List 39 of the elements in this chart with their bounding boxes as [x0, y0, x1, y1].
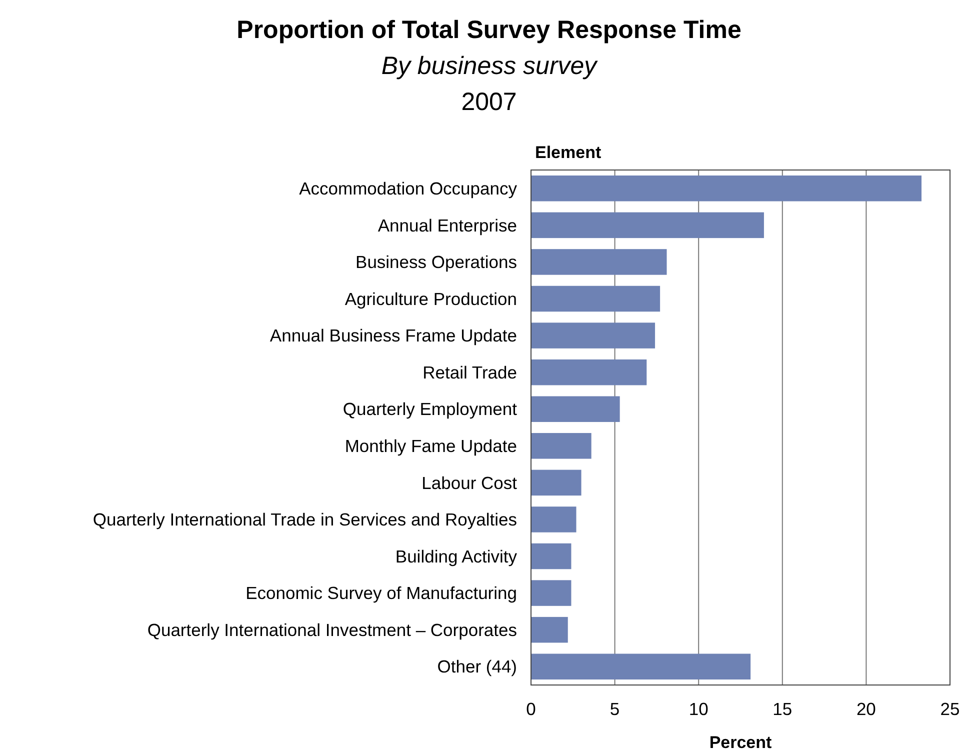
- text: 2007: [461, 88, 517, 116]
- y-tick-label: Annual Enterprise: [378, 215, 517, 236]
- bar: [531, 396, 620, 422]
- bar: [531, 580, 572, 606]
- y-tick-label: Business Operations: [356, 252, 518, 272]
- chart-title: Proportion of Total Survey Response Time: [236, 16, 742, 44]
- x-axis-title: Percent: [709, 733, 772, 752]
- y-tick-label: Annual Business Frame Update: [270, 326, 517, 346]
- y-tick-label: Retail Trade: [422, 362, 517, 382]
- y-tick-label: Agriculture Production: [344, 288, 517, 309]
- y-tick-label: Building Activity: [395, 546, 518, 566]
- y-axis-title: Element: [535, 143, 602, 162]
- chart-subtitle: By business survey: [381, 52, 598, 80]
- y-tick-label: Economic Survey of Manufacturing: [246, 583, 517, 604]
- x-tick-label: 5: [610, 699, 620, 719]
- x-tick-label: 15: [772, 699, 792, 719]
- x-tick-label: 20: [856, 699, 876, 719]
- y-tick-label: Labour Cost: [422, 472, 518, 493]
- y-tick-label: Quarterly Employment: [342, 399, 518, 420]
- y-tick-label: Accommodation Occupancy: [299, 178, 518, 199]
- bar: [531, 176, 922, 202]
- bar: [531, 249, 667, 275]
- x-tick-label: 10: [688, 699, 709, 719]
- y-tick-label: Other (44): [437, 656, 517, 677]
- bar: [531, 286, 660, 312]
- bar: [531, 654, 751, 680]
- bar: [531, 322, 656, 348]
- bar: [531, 359, 647, 386]
- bar: [531, 470, 582, 496]
- y-tick-label: Quarterly International Investment – Corporates: [147, 620, 518, 640]
- bar: [531, 506, 576, 532]
- x-tick-label: 25: [940, 699, 960, 719]
- x-tick-label: 0: [526, 699, 536, 719]
- bar: [531, 543, 572, 570]
- y-tick-label: Quarterly International Trade in Services and Royalties: [92, 510, 518, 530]
- bar: [531, 616, 568, 643]
- bar: [531, 212, 764, 238]
- bar: [531, 433, 592, 459]
- y-tick-label: Monthly Fame Update: [344, 436, 517, 456]
